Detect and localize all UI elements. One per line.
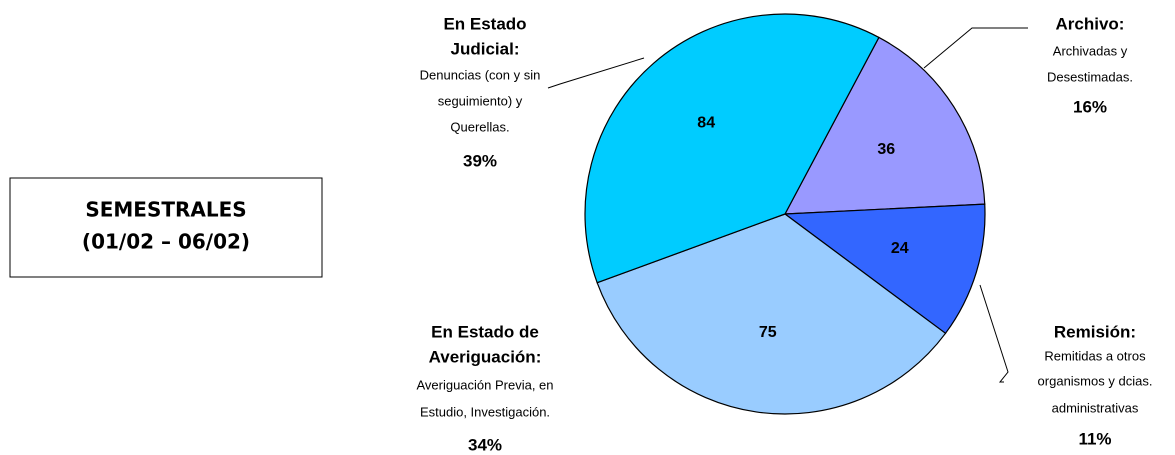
percent-label: 39%: [463, 151, 497, 170]
pie-slice: [584, 13, 880, 284]
category-prefix: En Estado de: [431, 322, 539, 341]
percent-label: 34%: [468, 435, 502, 454]
description: Desestimadas.: [1047, 69, 1133, 84]
leader-line: [923, 27, 1028, 69]
percent-label: 16%: [1073, 97, 1107, 116]
pie-slice: [783, 203, 986, 335]
description: Querellas.: [450, 119, 509, 134]
category-prefix: En Estado: [443, 14, 526, 33]
category-label: Remisión:: [1054, 322, 1136, 341]
category-label: Archivo:: [1056, 14, 1125, 33]
box-line: (01/02 – 06/02): [82, 230, 250, 254]
category-label: Averiguación:: [429, 347, 542, 366]
value-label: 36: [877, 141, 895, 158]
description: Estudio, Investigación.: [420, 404, 550, 419]
description: seguimiento) y: [438, 93, 523, 108]
description: Denuncias (con y sin: [420, 67, 541, 82]
description: Averiguación Previa, en: [416, 377, 553, 392]
leader-line: [547, 57, 645, 89]
description: administrativas: [1052, 400, 1139, 415]
box-line: SEMESTRALES: [85, 198, 246, 222]
value-label: 84: [697, 115, 715, 132]
description: organismos y dcias.: [1038, 373, 1153, 388]
leader-line: [979, 284, 1009, 383]
value-label: 24: [891, 240, 909, 257]
category-label: Judicial:: [451, 39, 520, 58]
pie-slice: [783, 36, 986, 215]
description: Archivadas y: [1053, 43, 1128, 58]
period-box: [9, 177, 323, 278]
percent-label: 11%: [1078, 429, 1111, 448]
pie: 36 24 75 84: [584, 13, 986, 415]
description: Remitidas a otros: [1044, 348, 1146, 363]
value-label: 75: [759, 324, 777, 341]
pie-slice: [596, 213, 947, 415]
